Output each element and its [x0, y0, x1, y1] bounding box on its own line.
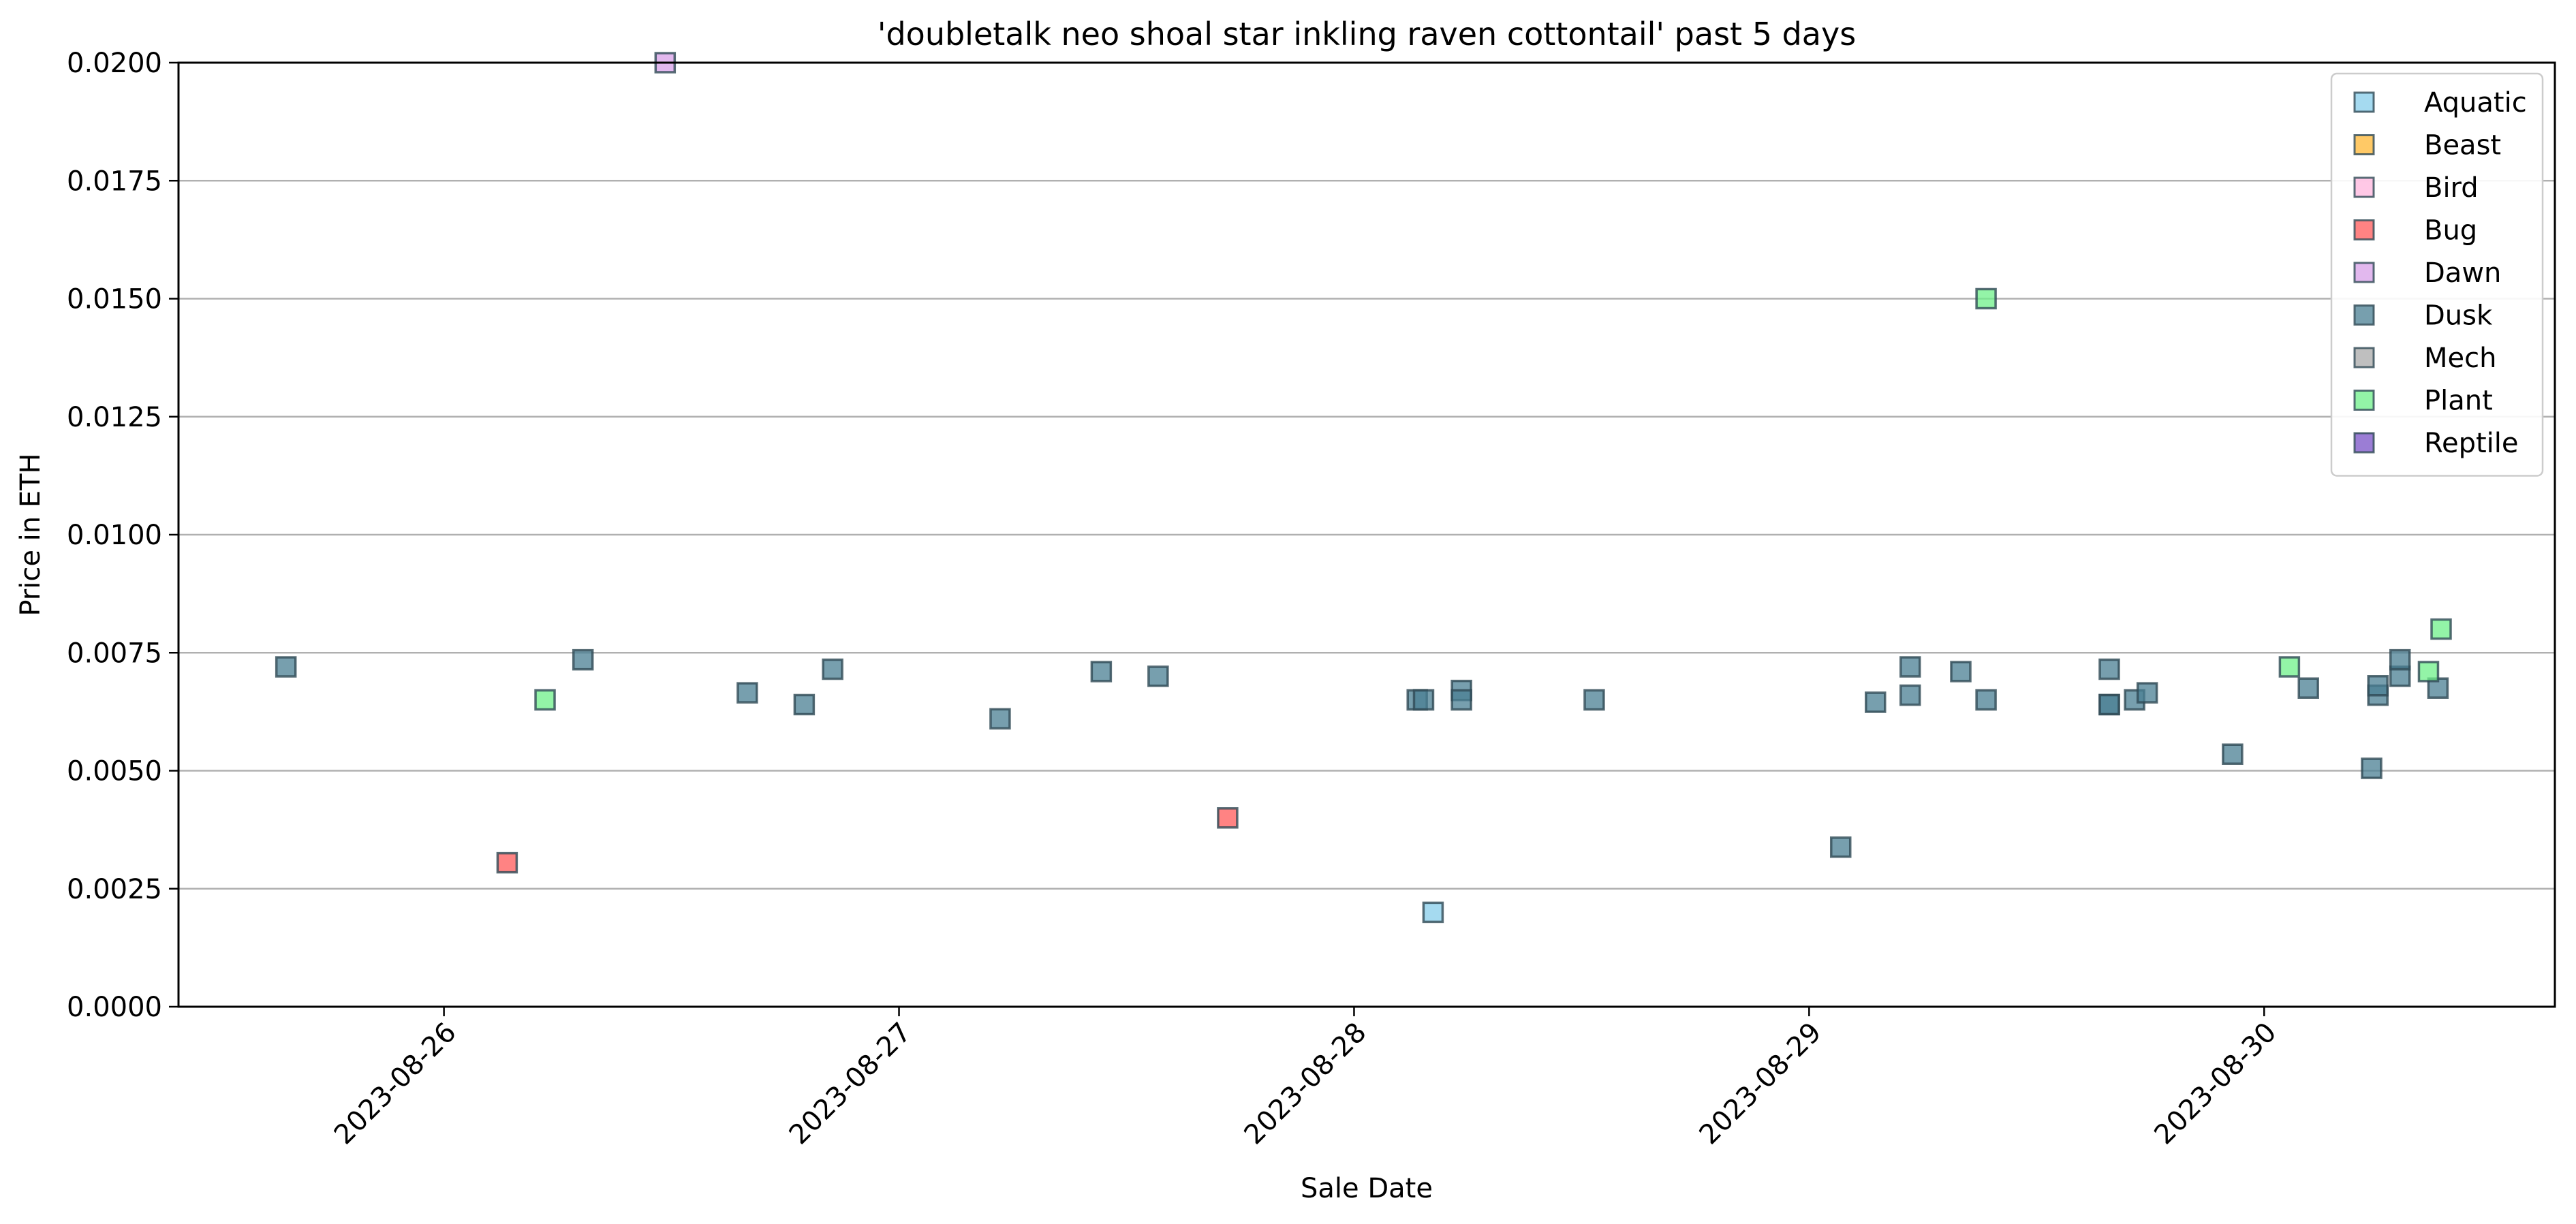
legend-label-bird: Bird — [2424, 172, 2479, 204]
legend-swatch-mech — [2353, 347, 2375, 368]
data-point-dusk — [2367, 675, 2389, 697]
data-point-plant — [2417, 661, 2440, 682]
legend-label-reptile: Reptile — [2424, 428, 2519, 459]
legend-swatch-dawn — [2353, 262, 2375, 283]
data-point-plant — [534, 689, 556, 711]
legend-label-bug: Bug — [2424, 215, 2477, 247]
y-tick-label: 0.0075 — [67, 638, 162, 669]
data-point-dusk — [275, 656, 297, 678]
data-point-dusk — [736, 682, 758, 704]
legend-swatch-aquatic — [2353, 91, 2375, 113]
y-tick-label: 0.0150 — [67, 284, 162, 315]
legend-label-aquatic: Aquatic — [2424, 87, 2527, 119]
data-point-dusk — [1450, 689, 1472, 711]
chart-title: 'doubletalk neo shoal star inkling raven… — [878, 16, 1856, 52]
data-point-dusk — [1583, 689, 1605, 711]
legend-swatch-bird — [2353, 176, 2375, 198]
legend-label-mech: Mech — [2424, 343, 2496, 374]
data-point-dusk — [2361, 757, 2383, 779]
data-point-dusk — [2098, 658, 2120, 680]
data-point-plant — [1975, 287, 1997, 310]
legend-label-plant: Plant — [2424, 386, 2493, 417]
y-tick-label: 0.0025 — [67, 874, 162, 905]
legend-box — [2330, 72, 2544, 477]
data-point-dusk — [989, 708, 1011, 730]
data-point-plant — [2278, 656, 2301, 678]
y-tick-label: 0.0175 — [67, 166, 162, 197]
data-point-dusk — [2098, 693, 2120, 716]
legend: Aquatic Beast Bird Bug Dawn Dusk Mech Plant Rept… — [2330, 72, 2544, 477]
data-point-dusk — [572, 648, 594, 671]
data-point-bug — [1217, 807, 1239, 829]
legend-swatch-beast — [2353, 134, 2375, 155]
y-axis: 0.0000 0.0025 0.0050 0.0075 0.0100 0.0125 0.01… — [67, 48, 179, 1023]
data-points — [275, 52, 2452, 924]
data-point-aquatic — [1422, 901, 1444, 924]
legend-label-dawn: Dawn — [2424, 257, 2501, 289]
data-point-dusk — [793, 693, 816, 716]
legend-label-dusk: Dusk — [2424, 300, 2493, 332]
data-point-dusk — [2222, 743, 2244, 765]
data-point-dusk — [1412, 689, 1435, 711]
x-axis-label: Sale Date — [1301, 1173, 1433, 1204]
data-point-dusk — [1829, 836, 1852, 858]
data-point-plant — [2430, 618, 2452, 640]
data-point-dusk — [1950, 661, 1972, 682]
data-point-dusk — [1090, 661, 1113, 682]
legend-swatch-plant — [2353, 390, 2375, 411]
data-point-dusk — [1899, 684, 1921, 706]
data-point-dusk — [1899, 656, 1921, 678]
data-point-bug — [496, 851, 518, 874]
data-point-dusk — [2297, 677, 2319, 699]
data-point-dusk — [2389, 648, 2411, 671]
data-point-dusk — [1865, 691, 1887, 713]
y-axis-label: Price in ETH — [15, 453, 46, 616]
data-point-dusk — [822, 658, 843, 680]
legend-label-beast: Beast — [2424, 130, 2501, 161]
legend-swatch-dusk — [2353, 304, 2375, 326]
y-tick-label: 0.0200 — [67, 48, 162, 79]
data-point-dusk — [2136, 682, 2158, 704]
y-tick-label: 0.0125 — [67, 402, 162, 433]
data-point-dusk — [1147, 665, 1169, 687]
y-tick-label: 0.0000 — [67, 992, 162, 1023]
y-tick-label: 0.0100 — [67, 520, 162, 551]
legend-swatch-reptile — [2353, 432, 2375, 454]
y-tick-label: 0.0050 — [67, 756, 162, 787]
legend-swatch-bug — [2353, 219, 2375, 240]
data-point-dusk — [1975, 689, 1997, 711]
